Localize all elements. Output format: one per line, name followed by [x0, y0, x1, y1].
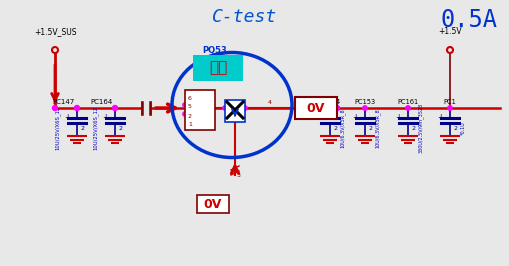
Text: +: +	[352, 113, 358, 122]
Text: +: +	[395, 113, 402, 122]
Text: 2: 2	[369, 126, 373, 131]
Text: *0.1U: *0.1U	[461, 121, 466, 135]
Bar	[197, 195, 229, 213]
Text: +1.5V: +1.5V	[438, 27, 462, 36]
Circle shape	[223, 106, 227, 110]
Circle shape	[363, 106, 367, 110]
Text: PQ53: PQ53	[203, 46, 228, 55]
Circle shape	[334, 106, 340, 110]
Text: +: +	[317, 113, 323, 122]
Text: 2: 2	[454, 126, 458, 131]
Circle shape	[406, 106, 410, 110]
Text: PC154: PC154	[319, 99, 341, 105]
Text: 2: 2	[412, 126, 416, 131]
Bar	[295, 97, 337, 119]
Circle shape	[112, 106, 118, 110]
Text: PC153: PC153	[354, 99, 376, 105]
Text: PC164: PC164	[91, 99, 113, 105]
Text: 10U/25V/X6S_12: 10U/25V/X6S_12	[55, 106, 61, 150]
Circle shape	[74, 106, 79, 110]
Text: C-test: C-test	[212, 8, 277, 26]
Bar	[193, 55, 243, 81]
Text: 2: 2	[188, 114, 192, 118]
Text: PC1: PC1	[444, 99, 457, 105]
Text: 2: 2	[119, 126, 123, 131]
Circle shape	[448, 106, 452, 110]
Text: 4: 4	[268, 100, 272, 105]
Text: 3: 3	[237, 173, 241, 178]
Text: 10U/25V/X6S_12: 10U/25V/X6S_12	[93, 106, 99, 150]
Circle shape	[183, 103, 187, 107]
Text: 330U/2.5V/9m_3528: 330U/2.5V/9m_3528	[418, 103, 424, 153]
Text: 10U/6.3V/X5R_8: 10U/6.3V/X5R_8	[340, 108, 346, 148]
Text: +: +	[437, 113, 443, 122]
Text: 2: 2	[81, 126, 85, 131]
Text: PC161: PC161	[398, 99, 418, 105]
Text: 6: 6	[188, 95, 192, 101]
Text: 10U/6.3V/X5R_8: 10U/6.3V/X5R_8	[375, 108, 381, 148]
Text: 1: 1	[188, 123, 192, 127]
Circle shape	[243, 106, 247, 110]
Text: +1.5V_SUS: +1.5V_SUS	[34, 27, 76, 36]
Text: 0V: 0V	[307, 102, 325, 114]
Circle shape	[328, 106, 332, 110]
Bar	[185, 90, 215, 130]
Text: 2: 2	[334, 126, 338, 131]
Text: 截止: 截止	[209, 60, 227, 76]
Text: SI3465DDV: SI3465DDV	[195, 57, 235, 63]
Circle shape	[183, 112, 187, 116]
Circle shape	[52, 106, 58, 110]
Text: 0V: 0V	[204, 197, 222, 210]
Text: 5: 5	[188, 105, 192, 110]
Text: +: +	[64, 113, 70, 122]
Text: +: +	[102, 113, 108, 122]
Text: 0.5A: 0.5A	[441, 8, 498, 32]
Bar	[225, 100, 245, 122]
Text: PC147: PC147	[53, 99, 75, 105]
